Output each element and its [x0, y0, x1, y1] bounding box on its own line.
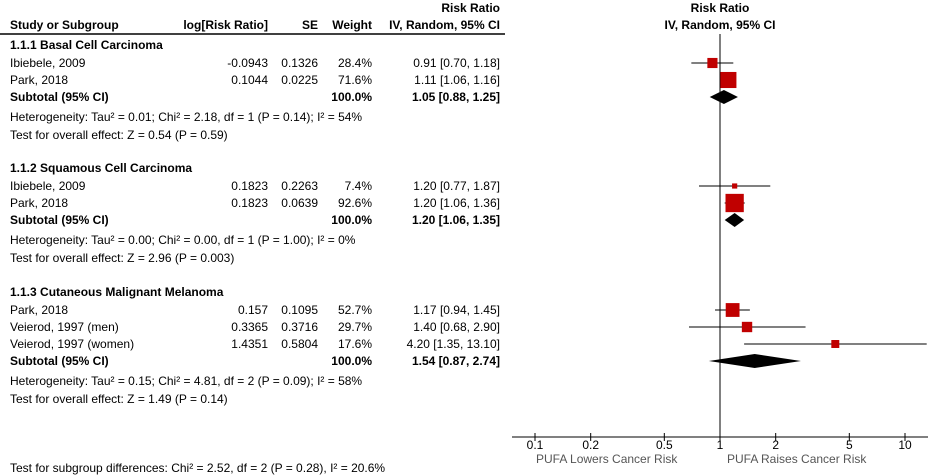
- study-log: -0.0943: [227, 56, 268, 70]
- header-se: SE: [301, 18, 318, 32]
- header-rr-top: Risk Ratio: [441, 1, 500, 15]
- x-tick-label: 10: [898, 438, 912, 452]
- study-ci: 1.11 [1.06, 1.16]: [414, 73, 500, 87]
- study-marker: [831, 340, 840, 348]
- subtotal-weight: 100.0%: [331, 90, 372, 104]
- study-log: 0.1823: [231, 196, 268, 210]
- x-tick-label: 0.5: [655, 438, 673, 452]
- study-weight: 17.6%: [337, 337, 372, 351]
- study-name: Veierod, 1997 (women): [10, 337, 135, 351]
- group-title: 1.1.1 Basal Cell Carcinoma: [10, 38, 163, 52]
- study-se: 0.1326: [281, 56, 318, 70]
- study-ci: 4.20 [1.35, 13.10]: [406, 337, 500, 351]
- subgroup-test: Test for subgroup differences: Chi² = 2.…: [10, 461, 386, 475]
- study-se: 0.0639: [281, 196, 318, 210]
- subtotal-diamond: [724, 213, 745, 227]
- x-tick-label: 2: [772, 438, 780, 452]
- study-log: 0.1823: [231, 179, 268, 193]
- study-marker: [707, 57, 718, 69]
- study-se: 0.3716: [281, 320, 318, 334]
- study-ci: 0.91 [0.70, 1.18]: [413, 56, 500, 70]
- x-tick-label: 0.1: [526, 438, 544, 452]
- study-se: 0.2263: [281, 179, 318, 193]
- study-log: 0.157: [237, 303, 268, 317]
- header-log: log[Risk Ratio]: [183, 18, 268, 32]
- study-name: Ibiebele, 2009: [10, 56, 86, 70]
- study-marker: [741, 321, 753, 333]
- study-se: 0.1095: [281, 303, 318, 317]
- header-study: Study or Subgroup: [10, 18, 119, 32]
- subtotal-ci: 1.05 [0.88, 1.25]: [411, 90, 500, 104]
- study-log: 0.1044: [231, 73, 268, 87]
- study-weight: 29.7%: [337, 320, 372, 334]
- study-se: 0.5804: [281, 337, 318, 351]
- subtotal-ci: 1.20 [1.06, 1.35]: [411, 213, 500, 227]
- subtotal-label: Subtotal (95% CI): [10, 90, 109, 104]
- study-name: Park, 2018: [10, 196, 69, 210]
- overall-effect-text: Test for overall effect: Z = 0.54 (P = 0…: [10, 128, 228, 142]
- x-tick-label: 5: [845, 438, 853, 452]
- overall-effect-text: Test for overall effect: Z = 1.49 (P = 0…: [10, 392, 228, 406]
- study-log: 1.4351: [231, 337, 268, 351]
- study-se: 0.0225: [281, 73, 318, 87]
- study-marker: [720, 71, 737, 89]
- study-name: Park, 2018: [10, 73, 69, 87]
- study-weight: 28.4%: [337, 56, 372, 70]
- study-ci: 1.20 [1.06, 1.36]: [413, 196, 500, 210]
- subtotal-weight: 100.0%: [331, 354, 372, 368]
- study-name: Ibiebele, 2009: [10, 179, 86, 193]
- header-plot: IV, Random, 95% CI: [664, 18, 776, 32]
- subtotal-label: Subtotal (95% CI): [10, 354, 109, 368]
- study-weight: 7.4%: [344, 179, 372, 193]
- study-log: 0.3365: [231, 320, 268, 334]
- header-plot-top: Risk Ratio: [690, 1, 750, 15]
- study-ci: 1.40 [0.68, 2.90]: [413, 320, 500, 334]
- group-title: 1.1.2 Squamous Cell Carcinoma: [10, 161, 193, 175]
- subtotal-ci: 1.54 [0.87, 2.74]: [411, 354, 500, 368]
- subtotal-diamond: [709, 90, 738, 104]
- study-marker: [732, 183, 738, 189]
- study-weight: 71.6%: [337, 73, 372, 87]
- subtotal-weight: 100.0%: [331, 213, 372, 227]
- heterogeneity-text: Heterogeneity: Tau² = 0.01; Chi² = 2.18,…: [10, 110, 363, 124]
- heterogeneity-text: Heterogeneity: Tau² = 0.00; Chi² = 0.00,…: [10, 233, 356, 247]
- header-rr: IV, Random, 95% CI: [389, 18, 500, 32]
- xlabel-right: PUFA Raises Cancer Risk: [727, 452, 867, 466]
- study-marker: [725, 193, 744, 213]
- x-tick-label: 0.2: [582, 438, 600, 452]
- study-name: Park, 2018: [10, 303, 69, 317]
- overall-effect-text: Test for overall effect: Z = 2.96 (P = 0…: [10, 251, 235, 265]
- subtotal-label: Subtotal (95% CI): [10, 213, 109, 227]
- study-ci: 1.20 [0.77, 1.87]: [413, 179, 500, 193]
- header-weight: Weight: [332, 18, 372, 32]
- x-tick-label: 1: [716, 438, 724, 452]
- study-weight: 52.7%: [337, 303, 372, 317]
- study-ci: 1.17 [0.94, 1.45]: [413, 303, 500, 317]
- group-title: 1.1.3 Cutaneous Malignant Melanoma: [10, 285, 224, 299]
- heterogeneity-text: Heterogeneity: Tau² = 0.15; Chi² = 4.81,…: [10, 374, 363, 388]
- subtotal-diamond: [708, 354, 801, 368]
- xlabel-left: PUFA Lowers Cancer Risk: [536, 452, 678, 466]
- study-name: Veierod, 1997 (men): [10, 320, 119, 334]
- study-marker: [725, 303, 740, 317]
- study-weight: 92.6%: [337, 196, 372, 210]
